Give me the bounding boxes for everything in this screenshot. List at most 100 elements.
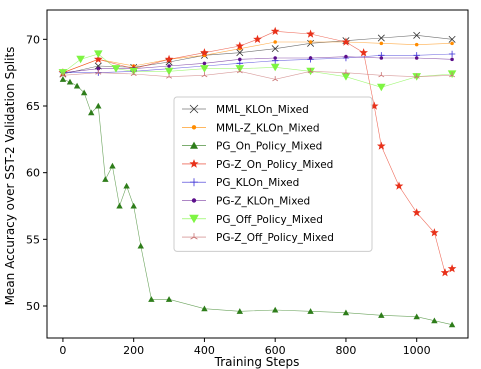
data-point: [201, 305, 208, 312]
data-point: [236, 308, 244, 314]
series-2: [59, 76, 456, 328]
data-point: [238, 57, 242, 62]
y-tick-label: 60: [26, 167, 40, 180]
legend-label: PG-Z_KLOn_Mixed: [216, 196, 310, 208]
data-point: [307, 308, 314, 314]
legend-item: PG-Z_KLOn_Mixed: [182, 196, 310, 208]
data-point: [359, 48, 368, 57]
legend-label: PG_Off_Policy_Mixed: [216, 214, 323, 226]
legend-label: MML_KLOn_Mixed: [216, 104, 309, 116]
data-point: [111, 65, 121, 73]
legend-item: PG_KLOn_Mixed: [182, 177, 299, 189]
data-point: [201, 72, 208, 78]
data-point: [377, 83, 386, 92]
data-point: [308, 40, 313, 44]
data-point: [253, 34, 262, 44]
data-point: [123, 182, 130, 189]
data-point: [270, 63, 280, 72]
series-line: [62, 70, 453, 80]
data-point: [414, 42, 419, 47]
data-point: [413, 73, 420, 79]
y-tick-label: 70: [26, 33, 40, 46]
legend-item: MML_KLOn_Mixed: [182, 104, 309, 116]
data-point: [376, 141, 386, 150]
data-point: [412, 208, 422, 217]
y-tick-label: 50: [26, 300, 40, 313]
data-point: [379, 41, 384, 46]
data-point: [88, 109, 95, 116]
legend-marker: [191, 198, 197, 203]
legend-marker: [189, 104, 199, 114]
x-tick-label: 600: [265, 344, 286, 357]
data-point: [448, 50, 456, 58]
data-point: [307, 68, 314, 74]
data-point: [271, 45, 279, 53]
data-point: [96, 66, 101, 71]
data-point: [164, 54, 174, 64]
legend-label: MML-Z_KLOn_Mixed: [216, 122, 320, 134]
data-point: [308, 56, 313, 60]
series-line: [62, 30, 453, 274]
legend-marker: [190, 233, 198, 240]
legend-label: PG-Z_On_Policy_Mixed: [216, 159, 333, 171]
data-point: [130, 202, 137, 209]
data-point: [341, 37, 351, 46]
legend-label: PG_KLOn_Mixed: [216, 177, 299, 189]
x-tick-label: 400: [194, 344, 215, 357]
legend-marker: [189, 159, 199, 168]
series-line: [62, 41, 453, 73]
data-point: [449, 72, 456, 78]
x-axis: 0 200 400 600 800 1000: [59, 338, 431, 357]
data-point: [342, 309, 350, 316]
data-point: [166, 73, 173, 79]
y-tick-label: 65: [26, 100, 40, 113]
data-point: [430, 228, 439, 237]
data-point: [95, 69, 102, 75]
legend: MML_KLOn_Mixed MML-Z_KLOn_Mixed PG_On_Poli…: [173, 96, 373, 252]
data-point: [109, 162, 116, 169]
data-point: [59, 76, 67, 82]
data-point: [394, 181, 404, 190]
data-point: [235, 41, 245, 50]
data-point: [76, 55, 85, 64]
data-point: [164, 67, 174, 76]
legend-marker: [190, 141, 198, 149]
series-line: [62, 53, 453, 73]
legend-label: PG-Z_Off_Policy_Mixed: [216, 232, 334, 244]
legend-item: PG_On_Policy_Mixed: [182, 141, 322, 153]
legend-box: [173, 96, 373, 252]
data-point: [59, 72, 66, 78]
data-point: [137, 242, 144, 249]
data-point: [344, 54, 348, 59]
data-point: [93, 50, 103, 58]
y-axis-label: Mean Accuracy over SST-2 Validation Spli…: [3, 47, 17, 306]
data-point: [342, 69, 349, 75]
data-point: [306, 29, 315, 38]
legend-marker: [189, 214, 199, 224]
data-point: [440, 268, 450, 277]
plot-frame: [46, 9, 469, 339]
y-tick-label: 55: [26, 233, 40, 246]
data-point: [378, 312, 385, 318]
x-axis-label: Training Steps: [214, 355, 300, 369]
data-point: [413, 31, 421, 39]
series-6: [58, 50, 457, 92]
data-point: [413, 313, 420, 320]
x-tick-label: 1000: [403, 344, 431, 357]
data-point: [80, 89, 88, 96]
legend-item: PG-Z_Off_Policy_Mixed: [182, 232, 334, 244]
data-point: [95, 102, 102, 109]
data-point: [414, 56, 419, 60]
data-point: [130, 70, 137, 76]
y-axis: 50 55 60 65 70: [26, 33, 47, 313]
data-point: [378, 72, 385, 78]
data-point: [93, 54, 103, 64]
data-point: [116, 202, 123, 209]
data-point: [165, 296, 173, 302]
data-point: [273, 40, 277, 44]
data-point: [202, 61, 207, 66]
legend-item: PG-Z_On_Policy_Mixed: [182, 159, 333, 171]
x-tick-label: 0: [59, 344, 66, 357]
data-point: [369, 101, 379, 110]
